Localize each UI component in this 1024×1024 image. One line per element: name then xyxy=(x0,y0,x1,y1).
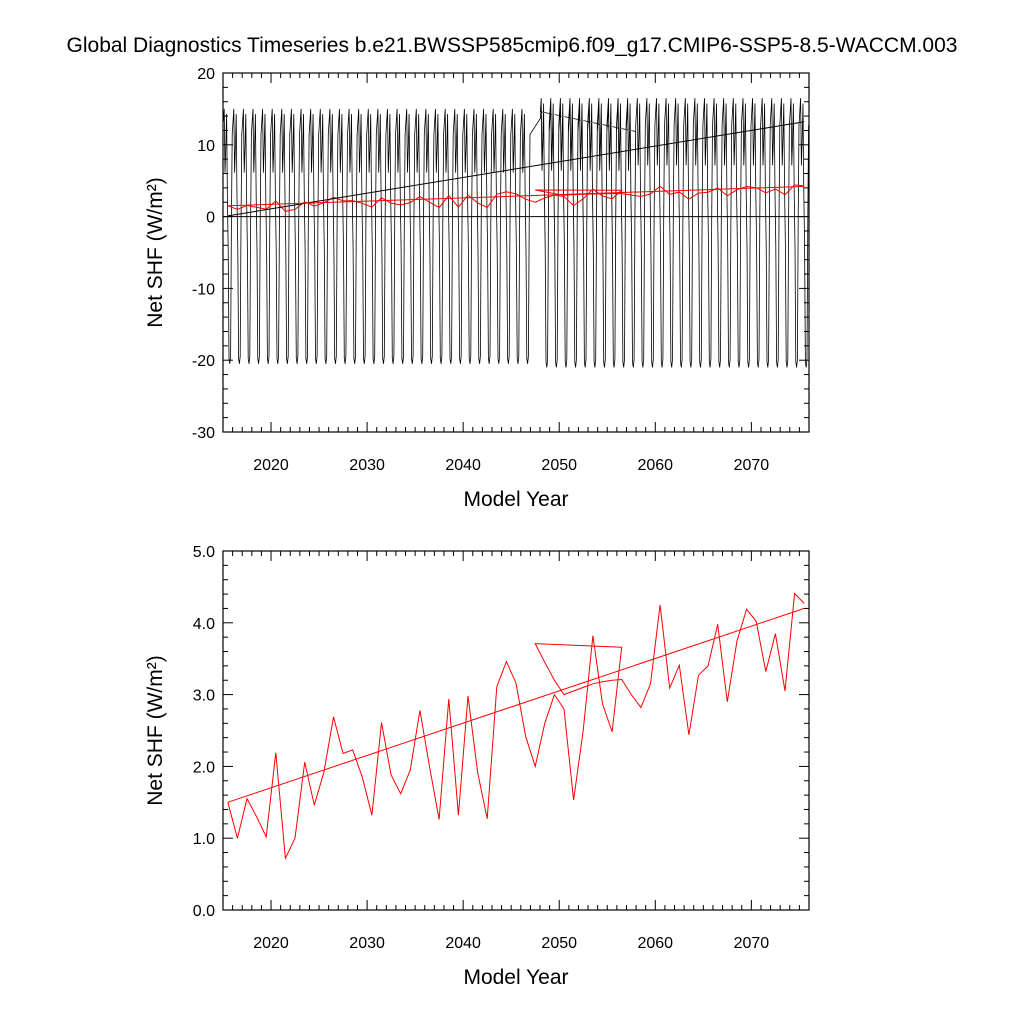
x-tick-label: 2030 xyxy=(349,935,385,952)
x-tick-label: 2020 xyxy=(253,935,289,952)
y-tick-label: 4.0 xyxy=(193,616,215,633)
x-tick-label: 2070 xyxy=(734,457,770,474)
series-annual xyxy=(227,592,805,861)
y-tick-label: 10 xyxy=(197,138,215,155)
y-tick-label: -10 xyxy=(192,281,215,298)
series-monthly xyxy=(223,98,809,368)
y-tick-label: -30 xyxy=(192,425,215,442)
y-tick-label: 3.0 xyxy=(193,688,215,705)
plot-frame xyxy=(222,72,810,433)
series-annual xyxy=(227,184,805,212)
x-tick-label: 2040 xyxy=(445,457,481,474)
y-tick-label: 0.0 xyxy=(193,903,215,920)
y-tick-label: 5.0 xyxy=(193,544,215,561)
x-tick-label: 2070 xyxy=(734,935,770,952)
x-tick-label: 2030 xyxy=(349,457,385,474)
top-panel-timeseries: 2020 2030 2040 2050 2060 2070 -30 -20 -10 0 10 20 Mo… xyxy=(144,66,810,511)
y-tick-label: -20 xyxy=(192,353,215,370)
chart-title: Global Diagnostics Timeseries b.e21.BWSS… xyxy=(66,34,958,57)
y-axis-title: Net SHF (W/m²) xyxy=(144,655,167,805)
x-tick-label: 2050 xyxy=(541,935,577,952)
series-trend-monthly xyxy=(227,121,805,217)
series-trend-annual xyxy=(227,185,805,207)
x-tick-label: 2020 xyxy=(253,457,289,474)
y-tick-label: 0 xyxy=(206,210,215,227)
plot-area xyxy=(227,592,805,861)
series-trend-annual xyxy=(227,607,805,803)
plot-frame xyxy=(222,550,810,911)
x-tick-label: 2060 xyxy=(637,457,673,474)
x-tick-label: 2050 xyxy=(541,457,577,474)
x-tick-label: 2060 xyxy=(637,935,673,952)
x-tick-label: 2040 xyxy=(445,935,481,952)
y-tick-label: 2.0 xyxy=(193,759,215,776)
bottom-panel-annual-means: 2020 2030 2040 2050 2060 2070 0.0 1.0 2.0 3.0 4.0 5… xyxy=(144,544,810,989)
y-tick-label: 20 xyxy=(197,66,215,83)
x-axis-title: Model Year xyxy=(463,488,568,511)
x-axis-title: Model Year xyxy=(463,966,568,989)
y-tick-label: 1.0 xyxy=(193,831,215,848)
y-axis-title: Net SHF (W/m²) xyxy=(144,177,167,327)
plot-area xyxy=(223,98,809,368)
